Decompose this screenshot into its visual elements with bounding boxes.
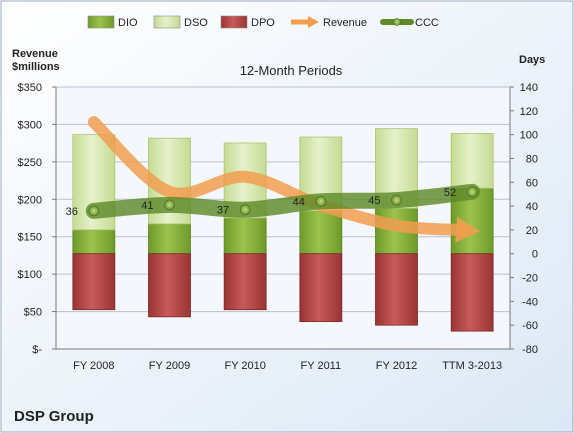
- ccc-data-label: 36: [66, 206, 78, 218]
- right-tick-label: 100: [520, 130, 538, 142]
- right-tick-label: 60: [526, 177, 538, 189]
- left-tick-label: $250: [18, 157, 42, 169]
- legend-swatch-dso: [153, 15, 181, 29]
- category-label: FY 2012: [376, 360, 417, 372]
- right-tick-label: 20: [526, 225, 538, 237]
- right-tick-label: -40: [522, 296, 538, 308]
- right-tick-label: -60: [522, 320, 538, 332]
- ccc-point: [88, 205, 100, 217]
- legend-label-dso: DSO: [184, 17, 208, 29]
- revenue-line: [87, 116, 469, 237]
- right-tick-label: -80: [522, 344, 538, 356]
- left-tick-label: $-: [32, 344, 42, 356]
- ccc-point: [239, 204, 251, 216]
- bar-dpo: [72, 253, 116, 311]
- right-axis-label: Days: [519, 54, 545, 66]
- company-name: DSP Group: [14, 408, 94, 425]
- left-axis-label-line1: Revenue: [12, 48, 58, 60]
- legend-swatch-ccc-marker: [393, 18, 401, 26]
- left-tick-label: $350: [18, 82, 42, 94]
- left-axis-label-line2: $millions: [12, 61, 60, 73]
- bar-dpo: [148, 253, 191, 318]
- bar-dio: [299, 210, 343, 255]
- legend-label-dpo: DPO: [251, 17, 275, 29]
- right-tick-label: -20: [522, 273, 538, 285]
- ccc-point: [391, 194, 402, 206]
- ccc-point: [466, 186, 478, 198]
- ccc-line: [85, 183, 481, 219]
- bar-dio: [72, 229, 116, 255]
- category-label: FY 2008: [73, 360, 114, 372]
- ccc-data-label: 45: [368, 195, 380, 207]
- legend-label-dio: DIO: [118, 17, 138, 29]
- revenue-arrowhead: [455, 216, 481, 243]
- bar-dso: [450, 133, 494, 189]
- left-tick-label: $150: [18, 232, 42, 244]
- category-label: FY 2009: [149, 360, 190, 372]
- ccc-data-label: 37: [217, 205, 229, 217]
- ccc-data-label: 41: [141, 200, 153, 212]
- plot-background: [56, 87, 510, 349]
- left-tick-label: $100: [18, 269, 42, 281]
- ccc-point: [164, 199, 175, 211]
- ccc-point: [315, 195, 327, 207]
- left-tick-label: $200: [18, 194, 42, 206]
- category-label: FY 2011: [301, 360, 342, 372]
- left-tick-label: $50: [24, 307, 42, 319]
- bar-dpo: [375, 253, 418, 326]
- right-tick-label: 120: [520, 106, 538, 118]
- right-tick-label: 40: [526, 201, 538, 213]
- category-label: TTM 3-2013: [442, 360, 502, 372]
- legend-swatch-dpo: [220, 15, 248, 29]
- bar-dpo: [450, 253, 494, 332]
- bar-dio: [223, 217, 267, 255]
- chart-legend: DIO DSO DPO Revenue CCC: [87, 15, 439, 29]
- chart-title: 12-Month Periods: [240, 63, 343, 78]
- bar-dpo: [223, 253, 267, 311]
- ccc-data-label: 44: [293, 196, 305, 208]
- legend-swatch-dio: [87, 15, 115, 29]
- right-tick-label: 0: [532, 249, 538, 261]
- left-tick-label: $300: [18, 119, 42, 131]
- plot-area: $- $50 $100 $150 $200 $250 $300 $350 -80 -60 -40 -2…: [18, 82, 538, 372]
- legend-label-ccc: CCC: [415, 17, 439, 29]
- right-tick-label: 140: [520, 82, 538, 94]
- bar-dio: [148, 223, 191, 255]
- ccc-data-label: 52: [444, 187, 456, 199]
- category-label: FY 2010: [224, 360, 265, 372]
- legend-label-revenue: Revenue: [323, 17, 367, 29]
- right-tick-label: 80: [526, 153, 538, 165]
- bar-dpo: [299, 253, 343, 323]
- legend-swatch-revenue-head: [308, 16, 319, 28]
